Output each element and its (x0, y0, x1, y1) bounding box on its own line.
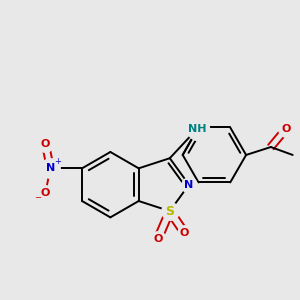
Text: S: S (165, 205, 174, 218)
Text: +: + (54, 157, 61, 166)
Text: O: O (153, 234, 163, 244)
Text: −: − (34, 194, 41, 202)
Text: O: O (281, 124, 290, 134)
Text: O: O (41, 139, 50, 148)
Text: N: N (184, 180, 194, 190)
Text: O: O (180, 228, 189, 238)
Text: NH: NH (188, 124, 207, 134)
Text: N: N (46, 163, 55, 173)
Text: O: O (41, 188, 50, 198)
